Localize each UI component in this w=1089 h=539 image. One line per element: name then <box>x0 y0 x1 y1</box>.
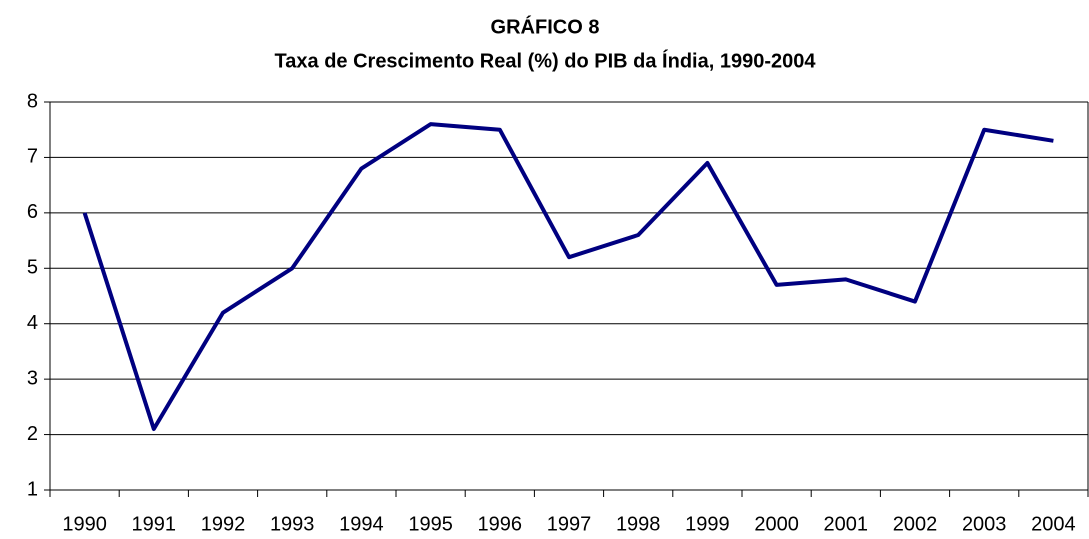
x-tick-label: 2002 <box>893 513 938 535</box>
x-tick-label: 1993 <box>270 513 315 535</box>
chart-subtitle: Taxa de Crescimento Real (%) do PIB da Í… <box>275 49 817 72</box>
x-tick-label: 1990 <box>62 513 107 535</box>
x-tick-label: 1997 <box>547 513 592 535</box>
x-tick-label: 2003 <box>962 513 1007 535</box>
x-tick-label: 2001 <box>824 513 869 535</box>
x-tick-label: 1998 <box>616 513 661 535</box>
x-tick-label: 1992 <box>201 513 246 535</box>
chart-title: GRÁFICO 8 <box>491 15 600 38</box>
x-tick-label: 1999 <box>685 513 730 535</box>
x-tick-label: 1991 <box>132 513 177 535</box>
y-tick-label: 4 <box>27 312 38 334</box>
y-tick-label: 7 <box>27 146 38 168</box>
x-tick-label: 2000 <box>754 513 799 535</box>
y-tick-label: 2 <box>27 423 38 445</box>
y-tick-label: 8 <box>27 90 38 112</box>
x-tick-label: 1995 <box>408 513 453 535</box>
x-tick-label: 1994 <box>339 513 384 535</box>
y-tick-label: 3 <box>27 367 38 389</box>
y-tick-label: 6 <box>27 201 38 223</box>
y-tick-label: 1 <box>27 478 38 500</box>
x-tick-label: 2004 <box>1031 513 1076 535</box>
data-line <box>82 122 1054 432</box>
y-tick-label: 5 <box>27 257 38 279</box>
x-tick-label: 1996 <box>478 513 523 535</box>
